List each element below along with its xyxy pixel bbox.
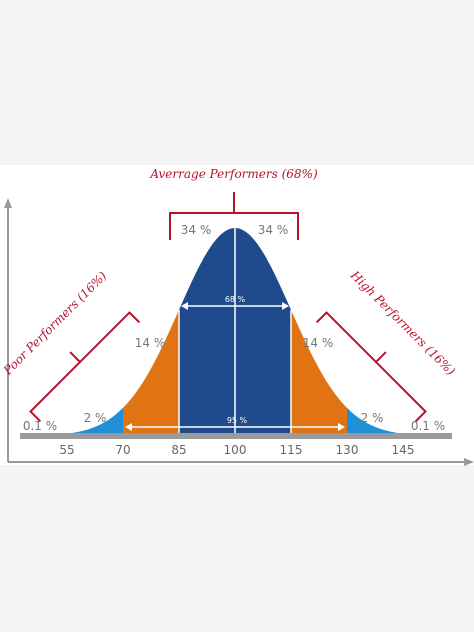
segment-label: 2 % — [361, 411, 384, 425]
segment-label: 34 % — [258, 223, 289, 237]
axis-labels: 55 70 85 100 115 130 145 — [59, 443, 414, 457]
top-bracket — [169, 192, 299, 240]
arrow-head — [181, 302, 188, 310]
segment-label: 0.1 % — [411, 419, 445, 433]
segment-label: 14 % — [135, 336, 166, 350]
segment-label: 0.1 % — [23, 419, 57, 433]
axis-label: 70 — [115, 443, 130, 457]
baseline-bar — [20, 433, 452, 439]
y-arrow — [4, 198, 12, 208]
arrow-head — [282, 302, 289, 310]
axis-label: 115 — [280, 443, 303, 457]
range-label: 68 % — [225, 295, 246, 304]
arrow-head — [125, 423, 132, 431]
segment-label: 14 % — [303, 336, 334, 350]
range-label: 95 % — [227, 416, 248, 425]
axis-label: 100 — [224, 443, 247, 457]
curve — [67, 228, 403, 436]
axis-label: 130 — [336, 443, 359, 457]
axis-label: 55 — [59, 443, 74, 457]
left-bracket — [29, 311, 141, 423]
right-bracket — [315, 311, 427, 423]
curve-segment — [291, 309, 347, 436]
arrow-head — [338, 423, 345, 431]
curve-segment — [67, 407, 123, 436]
curve-segment — [123, 309, 179, 436]
curve-segment — [347, 407, 403, 436]
title: Averrage Performers (68%) — [149, 167, 318, 181]
x-arrow — [464, 458, 474, 466]
axis-label: 145 — [392, 443, 415, 457]
axis-label: 85 — [171, 443, 186, 457]
segment-label: 2 % — [84, 411, 107, 425]
segment-label: 34 % — [181, 223, 212, 237]
